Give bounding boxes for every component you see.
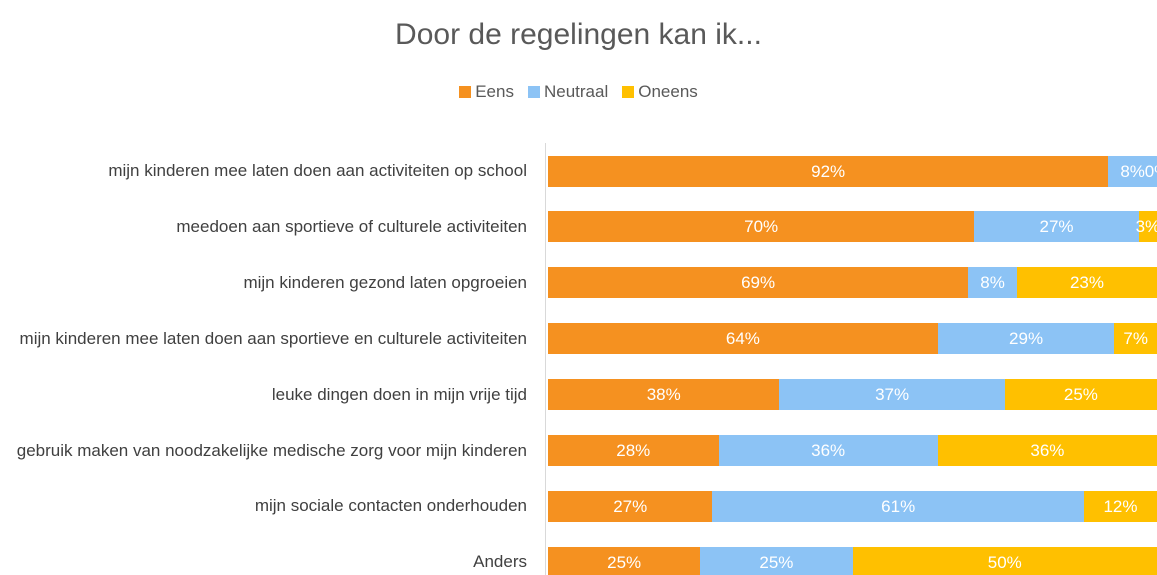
legend-label: Neutraal bbox=[543, 82, 609, 101]
legend-label: Eens bbox=[475, 82, 514, 101]
legend-swatch bbox=[459, 86, 472, 98]
data-label: 69% bbox=[741, 273, 776, 293]
data-label: 61% bbox=[881, 496, 916, 516]
legend-item: Eens bbox=[459, 82, 514, 102]
category-label: mijn sociale contacten onderhouden bbox=[254, 496, 527, 516]
legend-swatch bbox=[527, 86, 540, 98]
bar-segment bbox=[968, 267, 1017, 299]
bar-segment bbox=[1016, 267, 1157, 299]
data-label: 27% bbox=[613, 496, 648, 516]
bar-segment bbox=[937, 323, 1115, 355]
category-label: gebruik maken van noodzakelijke medische… bbox=[16, 440, 527, 460]
bar-segment bbox=[548, 546, 701, 575]
data-label: 37% bbox=[875, 385, 910, 405]
data-label: 64% bbox=[725, 329, 760, 349]
bar-segment bbox=[852, 546, 1157, 575]
data-label: 8% bbox=[1120, 161, 1145, 181]
bar-segment bbox=[548, 379, 780, 411]
data-label: 70% bbox=[744, 217, 779, 237]
bar-segment bbox=[548, 155, 1109, 187]
data-label: 36% bbox=[811, 441, 846, 460]
data-label: 3% bbox=[1135, 217, 1157, 237]
data-label: 50% bbox=[987, 552, 1022, 572]
category-label: mijn kinderen mee laten doen aan sportie… bbox=[19, 328, 527, 348]
legend-item: Neutraal bbox=[527, 82, 609, 102]
bar-segment bbox=[548, 211, 975, 243]
data-label: 0% bbox=[1144, 161, 1157, 181]
category-label: Anders bbox=[473, 552, 527, 572]
legend-swatch bbox=[622, 86, 635, 98]
data-label: 25% bbox=[759, 552, 794, 572]
bar-segment bbox=[1083, 490, 1157, 522]
legend-label: Oneens bbox=[638, 82, 698, 101]
data-label: 27% bbox=[1039, 217, 1074, 237]
data-label: 29% bbox=[1009, 329, 1044, 349]
data-label: 92% bbox=[811, 161, 846, 181]
legend-item: Oneens bbox=[622, 82, 698, 102]
category-label: mijn kinderen gezond laten opgroeien bbox=[243, 272, 527, 292]
bar-segment bbox=[548, 323, 938, 355]
bar-segment bbox=[1138, 211, 1157, 243]
bar-segment bbox=[1108, 155, 1157, 187]
category-label: leuke dingen doen in mijn vrije tijd bbox=[271, 384, 527, 404]
category-axis bbox=[545, 143, 546, 575]
category-label: mijn kinderen mee laten doen aan activit… bbox=[108, 161, 527, 180]
bar-segment bbox=[974, 211, 1139, 243]
bar-segment bbox=[937, 435, 1157, 466]
data-label: 38% bbox=[646, 385, 681, 405]
bar-segment bbox=[712, 490, 1084, 522]
bar-segment bbox=[1004, 379, 1157, 411]
category-label: meedoen aan sportieve of culturele activ… bbox=[176, 216, 527, 236]
bar-segment bbox=[548, 490, 713, 522]
data-label: 7% bbox=[1123, 329, 1148, 349]
data-label: 36% bbox=[1030, 441, 1065, 460]
data-label: 28% bbox=[616, 441, 651, 460]
bar-segment bbox=[548, 267, 969, 299]
chart-title: Door de regelingen kan ik... bbox=[395, 18, 762, 51]
bar-segment bbox=[1114, 323, 1157, 355]
data-label: 12% bbox=[1103, 496, 1138, 516]
data-label: 25% bbox=[1063, 385, 1098, 405]
data-label: 8% bbox=[980, 273, 1005, 293]
bar-segment bbox=[700, 546, 853, 575]
legend: Eens Neutraal Oneens bbox=[0, 82, 1157, 102]
bar-segment bbox=[779, 379, 1005, 411]
data-label: 23% bbox=[1069, 273, 1104, 293]
bar-segment bbox=[548, 435, 719, 466]
data-label: 25% bbox=[607, 552, 642, 572]
bar-segment bbox=[718, 435, 938, 466]
